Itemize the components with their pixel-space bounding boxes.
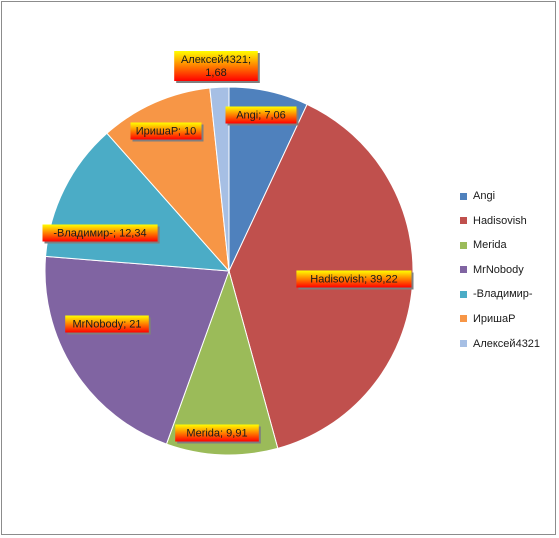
legend-swatch bbox=[460, 241, 467, 249]
legend-swatch bbox=[460, 192, 467, 200]
legend-label: Hadisovish bbox=[473, 214, 527, 227]
legend-swatch bbox=[460, 217, 467, 225]
data-label-Angi: Angi; 7,06 bbox=[225, 106, 299, 126]
legend-item: Алексей4321 bbox=[460, 336, 540, 352]
legend-item: Hadisovish bbox=[460, 213, 540, 229]
legend-item: Angi bbox=[460, 188, 540, 204]
legend-label: Angi bbox=[473, 190, 496, 202]
svg-text:ИришаР; 10: ИришаР; 10 bbox=[136, 126, 197, 138]
legend-label: Merida bbox=[473, 239, 507, 252]
pie-slice-MrNobody bbox=[44, 255, 230, 445]
legend-label: -Владимир- bbox=[473, 288, 533, 301]
legend-swatch bbox=[460, 266, 467, 274]
data-label-Hadisovish: Hadisovish; 39,22 bbox=[296, 270, 414, 290]
svg-text:Алексей4321;1,68: Алексей4321; 1,68 bbox=[181, 54, 251, 79]
svg-text:Hadisovish; 39,22: Hadisovish; 39,22 bbox=[310, 274, 397, 286]
data-label-Алексей4321: Алексей4321; 1,68 bbox=[174, 51, 260, 83]
legend-swatch bbox=[460, 340, 467, 348]
svg-text:MrNobody; 21: MrNobody; 21 bbox=[72, 319, 141, 331]
legend-item: Merida bbox=[460, 237, 540, 253]
legend-swatch bbox=[460, 315, 467, 323]
data-label-Merida: Merida; 9,91 bbox=[175, 424, 261, 444]
data-label--Владимир-: -Владимир-; 12,34 bbox=[42, 224, 160, 244]
legend-label: Алексей4321 bbox=[473, 337, 541, 350]
legend: Angi Hadisovish Merida MrNobody -Владимир- Ир… bbox=[460, 188, 540, 360]
legend-label: MrNobody bbox=[473, 263, 524, 276]
data-label-MrNobody: MrNobody; 21 bbox=[65, 315, 151, 335]
svg-text:-Владимир-; 12,34: -Владимир-; 12,34 bbox=[53, 228, 146, 240]
svg-text:Angi; 7,06: Angi; 7,06 bbox=[236, 110, 286, 122]
legend-item: MrNobody bbox=[460, 262, 540, 278]
legend-label: ИришаР bbox=[473, 312, 516, 325]
data-label-ИришаР: ИришаР; 10 bbox=[130, 122, 204, 142]
legend-swatch bbox=[460, 290, 467, 298]
legend-item: -Владимир- bbox=[460, 286, 540, 302]
svg-text:Merida; 9,91: Merida; 9,91 bbox=[186, 428, 247, 440]
pie-slice-Merida bbox=[165, 269, 279, 456]
pie-slice-Алексей4321 bbox=[209, 86, 230, 272]
legend-item: ИришаР bbox=[460, 311, 540, 327]
